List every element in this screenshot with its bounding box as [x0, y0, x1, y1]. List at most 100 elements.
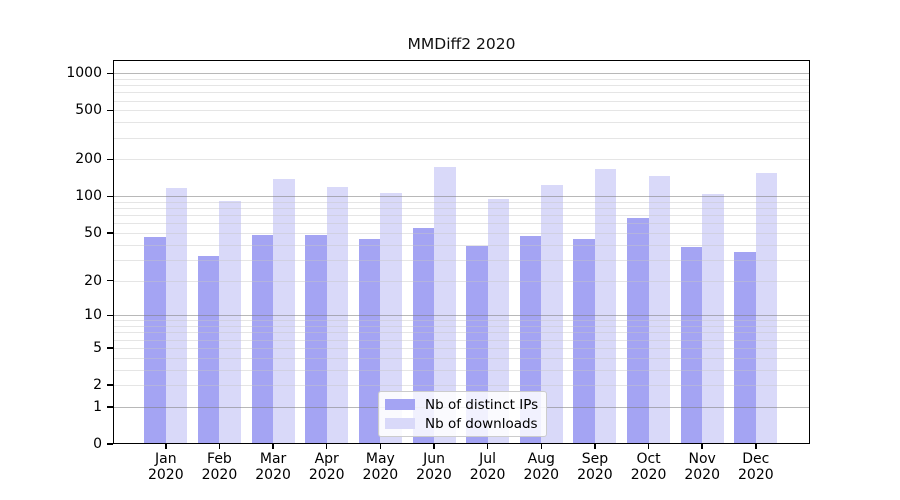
y-tick-label-0: 0: [93, 436, 102, 452]
gridline-minor-8: [113, 326, 810, 328]
bar-downloads-may: [380, 192, 402, 444]
x-tick-label-may: May 2020: [362, 451, 399, 483]
legend-label-downloads: Nb of downloads: [425, 415, 538, 432]
bar-distinct-ips-may: [358, 238, 381, 444]
y-tick-1000: [107, 72, 113, 75]
x-tick-label-dec: Dec 2020: [738, 451, 774, 483]
chart-title: MMDiff2 2020: [407, 35, 516, 53]
y-tick-label-500: 500: [75, 102, 102, 119]
gridline-minor-9: [113, 320, 810, 322]
y-tick-label-20: 20: [84, 272, 102, 289]
y-tick-label-100: 100: [75, 188, 102, 205]
gridline-minor-400: [113, 122, 810, 124]
y-tick-label-5: 5: [93, 339, 102, 356]
x-tick-label-aug: Aug 2020: [523, 451, 560, 483]
y-tick-label-200: 200: [75, 151, 102, 168]
y-tick-label-50: 50: [84, 225, 102, 242]
x-tick-label-feb: Feb 2020: [201, 451, 238, 483]
bar-distinct-ips-jan: [144, 237, 166, 444]
y-tick-5: [107, 347, 113, 349]
x-tick-label-jul: Jul 2020: [469, 451, 506, 483]
gridline-minor-20: [113, 280, 810, 282]
legend-swatch-distinct-ips: [385, 398, 415, 411]
bar-distinct-ips-dec: [734, 251, 756, 444]
x-tick-feb: [218, 444, 221, 449]
gridline-minor-30: [113, 259, 810, 261]
gridline-minor-500: [113, 110, 810, 112]
bar-downloads-jul: [487, 198, 510, 444]
bar-distinct-ips-jun: [412, 228, 434, 444]
gridline-minor-900: [113, 78, 810, 80]
y-tick-label-1: 1: [93, 398, 102, 415]
gridline-minor-80: [113, 208, 810, 210]
x-tick-label-jun: Jun 2020: [416, 451, 452, 483]
y-tick-50: [107, 232, 113, 234]
y-tick-10: [107, 314, 113, 317]
x-tick-label-sep: Sep 2020: [577, 451, 613, 483]
x-tick-mar: [272, 444, 274, 449]
x-tick-aug: [540, 444, 543, 449]
x-tick-apr: [325, 444, 328, 449]
y-tick-500: [107, 109, 113, 112]
x-tick-nov: [701, 444, 703, 449]
bar-downloads-sep: [594, 169, 617, 444]
y-tick-1: [107, 406, 113, 408]
y-tick-label-2: 2: [93, 377, 102, 394]
bar-distinct-ips-oct: [627, 217, 649, 444]
x-tick-jun: [433, 444, 435, 449]
gridline-minor-600: [113, 100, 810, 102]
x-tick-label-apr: Apr 2020: [308, 451, 345, 483]
bar-downloads-aug: [541, 184, 563, 444]
bar-downloads-jun: [434, 167, 456, 444]
gridline-minor-7: [113, 332, 810, 334]
x-tick-dec: [755, 444, 757, 449]
y-tick-2: [107, 384, 113, 386]
legend-label-distinct-ips: Nb of distinct IPs: [425, 396, 539, 413]
gridline-minor-2: [113, 385, 810, 387]
gridline-minor-3: [113, 369, 810, 371]
x-tick-label-mar: Mar 2020: [255, 451, 291, 483]
gridline-major-100: [113, 196, 810, 198]
gridline-minor-200: [113, 159, 810, 161]
gridline-major-1000: [113, 73, 810, 75]
bar-downloads-dec: [755, 173, 778, 444]
bar-downloads-mar: [273, 179, 295, 444]
x-tick-may: [379, 444, 382, 449]
gridline-minor-800: [113, 85, 810, 87]
bar-distinct-ips-apr: [305, 235, 327, 444]
x-tick-oct: [647, 444, 650, 449]
gridline-major-10: [113, 315, 810, 317]
bar-downloads-oct: [648, 175, 671, 444]
gridline-minor-50: [113, 233, 810, 235]
bar-distinct-ips-sep: [573, 238, 595, 444]
gridline-minor-6: [113, 339, 810, 341]
y-tick-200: [107, 158, 113, 161]
x-tick-jul: [486, 444, 489, 449]
gridline-minor-700: [113, 92, 810, 94]
legend-swatch-downloads: [385, 417, 415, 430]
legend: Nb of distinct IPs Nb of downloads: [378, 391, 547, 437]
gridline-minor-70: [113, 215, 810, 217]
y-tick-label-1000: 1000: [66, 65, 102, 82]
gridline-minor-90: [113, 201, 810, 203]
gridline-minor-5: [113, 347, 810, 349]
legend-item-distinct-ips: Nb of distinct IPs: [385, 398, 546, 412]
gridline-minor-60: [113, 223, 810, 225]
bar-distinct-ips-mar: [251, 235, 274, 444]
gridline-minor-40: [113, 244, 810, 246]
gridline-minor-300: [113, 137, 810, 139]
y-tick-0: [107, 443, 113, 445]
x-tick-sep: [594, 444, 596, 449]
y-tick-label-10: 10: [84, 307, 102, 324]
x-tick-label-nov: Nov 2020: [684, 451, 720, 483]
y-tick-20: [107, 279, 113, 282]
bar-downloads-nov: [702, 193, 724, 444]
x-tick-label-oct: Oct 2020: [630, 451, 667, 483]
gridline-minor-4: [113, 357, 810, 359]
y-tick-100: [107, 195, 113, 198]
bar-downloads-feb: [219, 200, 241, 444]
legend-item-downloads: Nb of downloads: [385, 417, 546, 431]
x-tick-label-jan: Jan 2020: [147, 451, 184, 483]
x-tick-jan: [165, 444, 167, 449]
